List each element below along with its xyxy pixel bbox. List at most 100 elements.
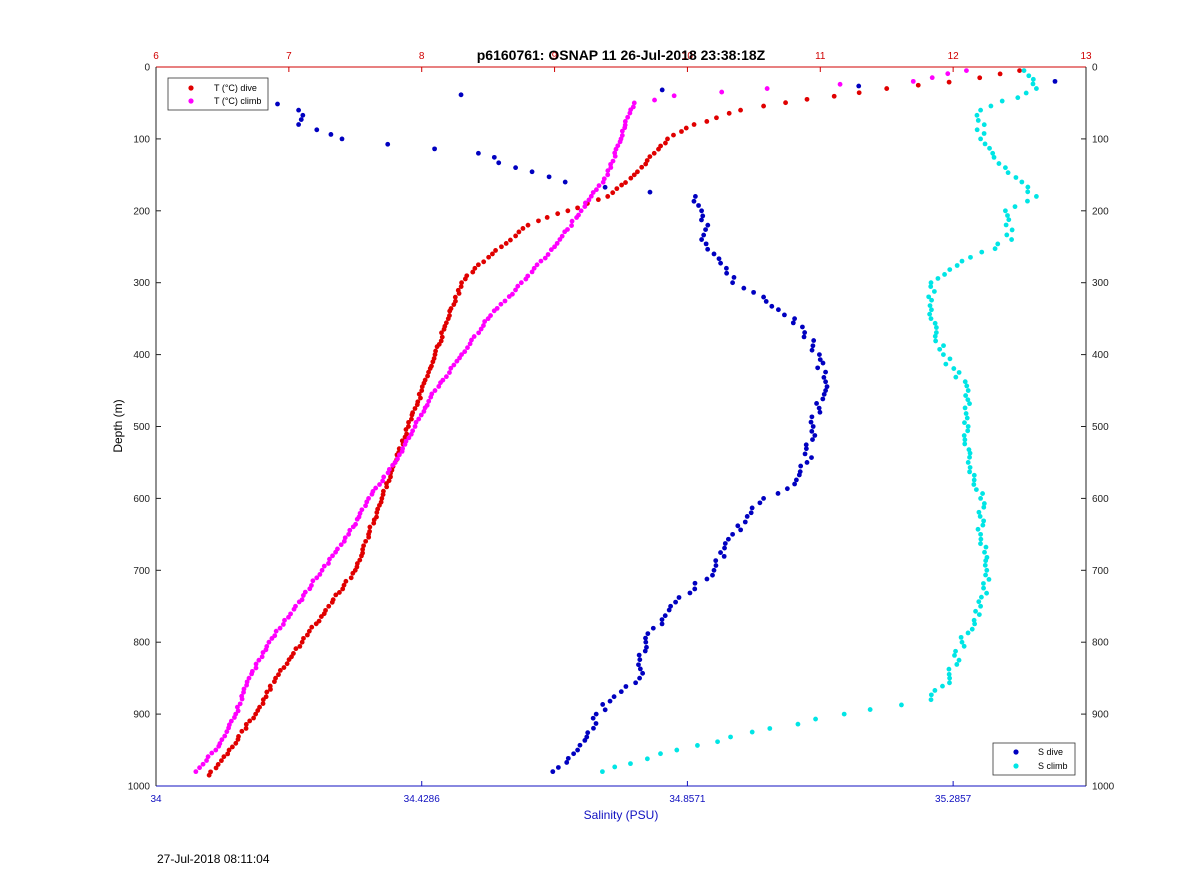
data-point: [1003, 222, 1009, 228]
data-point: [430, 359, 436, 365]
data-point: [940, 683, 945, 689]
data-point: [418, 395, 423, 401]
data-point: [614, 186, 620, 192]
data-point: [812, 433, 818, 438]
data-point: [967, 454, 972, 460]
data-point: [374, 510, 380, 515]
data-point: [947, 675, 952, 681]
data-point: [971, 472, 977, 478]
data-point: [823, 379, 828, 385]
data-point: [962, 437, 968, 443]
data-point: [273, 628, 279, 634]
data-point: [962, 441, 968, 447]
data-point: [215, 762, 221, 767]
data-point: [625, 114, 631, 120]
legend-marker-t-climb: [188, 98, 194, 104]
data-point: [633, 680, 639, 686]
data-point: [741, 285, 747, 291]
data-point: [742, 519, 748, 525]
data-point: [452, 294, 458, 300]
plot-frame: [156, 67, 1086, 786]
data-point: [602, 707, 608, 713]
data-point: [593, 721, 599, 726]
data-point: [439, 334, 445, 340]
data-point: [226, 747, 232, 753]
data-point: [802, 330, 808, 335]
data-point: [396, 452, 402, 458]
data-point: [692, 586, 698, 592]
data-point: [552, 244, 557, 250]
data-point: [462, 349, 468, 355]
x-bottom-tick-label: 35.2857: [935, 794, 972, 805]
x-top-tick-label: 7: [286, 51, 292, 62]
data-point: [783, 100, 788, 106]
data-point: [933, 338, 939, 344]
series-s-dive: [259, 78, 1058, 775]
data-point: [416, 391, 422, 397]
data-point: [809, 414, 815, 420]
data-point: [486, 254, 492, 260]
data-point: [941, 343, 946, 349]
data-point: [357, 557, 363, 563]
data-point: [260, 701, 266, 706]
data-point: [213, 747, 219, 753]
data-point: [422, 405, 428, 411]
data-point: [967, 469, 972, 475]
data-point: [523, 276, 529, 282]
data-point: [722, 545, 727, 551]
data-point: [221, 754, 227, 760]
data-point: [988, 103, 994, 109]
data-point: [623, 684, 629, 689]
data-point: [438, 380, 443, 386]
data-point: [980, 522, 986, 528]
data-point: [412, 424, 418, 429]
y-tick-label-left: 300: [133, 278, 150, 289]
data-point: [716, 256, 722, 262]
data-point: [668, 603, 673, 609]
data-point: [259, 654, 265, 660]
data-point: [462, 276, 468, 282]
data-point: [536, 218, 541, 224]
data-point: [738, 107, 743, 113]
data-point: [775, 307, 781, 313]
data-point: [965, 397, 971, 403]
data-point: [699, 237, 704, 242]
data-point: [820, 396, 826, 402]
data-point: [299, 639, 305, 645]
data-point: [569, 218, 575, 224]
data-point: [286, 657, 292, 662]
data-point: [628, 175, 634, 181]
data-point: [585, 730, 591, 736]
data-point: [947, 267, 953, 273]
data-point: [219, 758, 224, 764]
x-bottom-tick-label: 34: [150, 794, 162, 805]
data-point: [237, 701, 243, 707]
data-point: [932, 320, 938, 326]
data-point: [725, 536, 731, 542]
data-point: [1034, 86, 1039, 91]
data-point: [813, 716, 818, 722]
data-point: [569, 223, 574, 229]
data-point: [713, 558, 719, 564]
data-point: [1052, 78, 1058, 84]
data-point: [371, 520, 377, 526]
data-point: [554, 240, 560, 246]
data-point: [235, 736, 241, 742]
data-point: [301, 635, 306, 641]
x-top-tick-label: 12: [948, 51, 960, 62]
data-point: [713, 563, 719, 568]
data-point: [946, 666, 952, 672]
y-tick-label-right: 200: [1092, 206, 1109, 217]
data-point: [1003, 208, 1008, 214]
data-point: [683, 125, 689, 131]
data-point: [928, 316, 934, 322]
data-point: [954, 263, 960, 268]
data-point: [674, 747, 680, 753]
data-point: [574, 215, 579, 220]
data-point: [984, 567, 990, 573]
data-point: [304, 632, 310, 638]
data-point: [977, 75, 983, 81]
data-point: [935, 276, 941, 281]
data-point: [226, 725, 231, 731]
x-top-tick-label: 6: [153, 51, 159, 62]
